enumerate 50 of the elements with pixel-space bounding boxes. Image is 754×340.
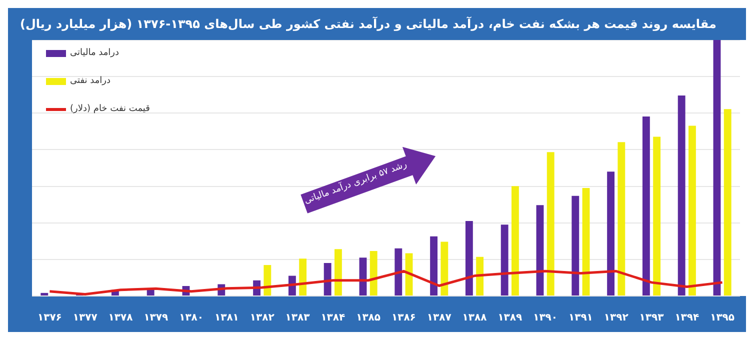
- x-tick-label: ۱۳۷۹: [144, 312, 168, 324]
- bar: [430, 236, 438, 296]
- x-tick-label: ۱۳۷۷: [72, 312, 98, 324]
- x-tick-label: ۱۳۸۴: [320, 312, 346, 324]
- legend-label: درامد نفتی: [70, 76, 111, 86]
- bar: [324, 262, 332, 296]
- legend-label: درامد مالیاتی: [70, 48, 120, 58]
- bar: [618, 142, 626, 296]
- x-tick-label: ۱۳۸۸: [462, 312, 487, 324]
- bar: [582, 188, 590, 296]
- legend-label: قیمت نفت خام (دلار): [70, 104, 150, 114]
- x-tick-label: ۱۳۸۲: [250, 312, 274, 324]
- x-tick-label: ۱۳۹۳: [639, 312, 664, 324]
- bar: [607, 172, 615, 296]
- bar: [500, 224, 508, 296]
- bar: [653, 136, 661, 296]
- x-tick-label: ۱۳۹۲: [604, 312, 628, 324]
- bar: [440, 242, 448, 296]
- bar: [511, 186, 519, 296]
- bar: [536, 205, 544, 296]
- x-tick-label: ۱۳۸۰: [179, 312, 204, 324]
- x-tick-label: ۱۳۹۰: [533, 312, 558, 324]
- x-tick-label: ۱۳۸۳: [285, 312, 310, 324]
- chart-title: مقایسه روند قیمت هر بشکه نفت خام، درآمد مالیاتی و درآمد نفتی کشور طی سال‌های ۱۳۹۵-۱۳۷۶ (هزار میلیارد ریال): [20, 17, 716, 31]
- bar: [724, 109, 732, 296]
- bar: [465, 220, 473, 296]
- bar: [572, 196, 580, 296]
- x-tick-label: ۱۳۷۸: [108, 312, 133, 324]
- x-tick-label: ۱۳۷۶: [37, 312, 62, 324]
- annotation: رشد ۵۷ برابری درآمد مالیاتی: [303, 160, 408, 206]
- x-tick-label: ۱۳۸۶: [391, 312, 416, 324]
- bar: [642, 116, 650, 296]
- bar: [678, 96, 686, 296]
- x-tick-label: ۱۳۸۵: [356, 312, 381, 324]
- x-tick-label: ۱۳۸۱: [214, 312, 239, 324]
- bar: [334, 249, 342, 296]
- x-tick-label: ۱۳۹۵: [710, 312, 735, 324]
- bar: [476, 256, 484, 296]
- bar: [688, 126, 696, 296]
- bar: [40, 292, 48, 296]
- x-tick-label: ۱۳۸۷: [426, 312, 452, 324]
- bar: [370, 250, 378, 296]
- bar: [546, 152, 554, 296]
- bar: [264, 265, 272, 296]
- bar: [713, 40, 721, 296]
- bar: [299, 258, 307, 296]
- x-tick-label: ۱۳۸۹: [498, 312, 522, 324]
- x-tick-label: ۱۳۹۴: [674, 312, 700, 324]
- x-tick-label: ۱۳۹۱: [568, 312, 593, 324]
- bar: [394, 248, 402, 296]
